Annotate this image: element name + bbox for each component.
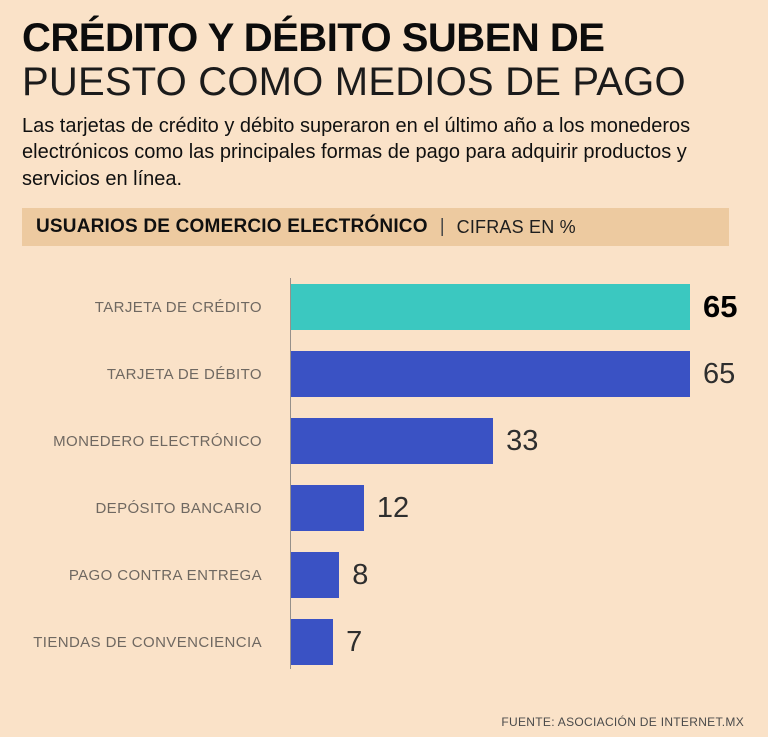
page-title-line2: PUESTO COMO MEDIOS DE PAGO bbox=[22, 60, 686, 104]
chart-rows: TARJETA DE CRÉDITO 65 TARJETA DE DÉBITO 65 M… bbox=[22, 284, 746, 666]
bar-value-label: 65 bbox=[703, 357, 736, 390]
section-header-bar: USUARIOS DE COMERCIO ELECTRÓNICO | CIFRA… bbox=[22, 208, 729, 247]
intro-paragraph: Las tarjetas de crédito y débito superar… bbox=[22, 115, 691, 190]
bar-track: 12 bbox=[276, 485, 746, 532]
infographic-poster: CRÉDITO Y DÉBITO SUBEN DE PUESTO COMO ME… bbox=[0, 0, 768, 737]
bar bbox=[290, 351, 690, 398]
bar-category-label: DEPÓSITO BANCARIO bbox=[95, 499, 262, 517]
chart-row: PAGO CONTRA ENTREGA 8 bbox=[22, 552, 746, 599]
section-separator: | bbox=[439, 216, 445, 238]
chart-row: MONEDERO ELECTRÓNICO 33 bbox=[22, 418, 746, 465]
page-title-line1: CRÉDITO Y DÉBITO SUBEN DE bbox=[22, 16, 605, 60]
bar-category-label: TARJETA DE CRÉDITO bbox=[94, 298, 262, 316]
bar bbox=[290, 485, 364, 532]
bar-track: 8 bbox=[276, 552, 746, 599]
bar-category-label: MONEDERO ELECTRÓNICO bbox=[53, 432, 262, 450]
source-attribution: FUENTE: ASOCIACIÓN DE INTERNET.MX bbox=[501, 715, 744, 729]
bar-track: 33 bbox=[276, 418, 746, 465]
bar-value-label: 8 bbox=[352, 558, 369, 591]
bar-track: 65 bbox=[276, 284, 746, 331]
chart-row: TARJETA DE DÉBITO 65 bbox=[22, 351, 746, 398]
bar-value-label: 65 bbox=[703, 289, 738, 325]
chart-axis-line bbox=[290, 278, 291, 670]
chart-row: TIENDAS DE CONVENCIENCIA 7 bbox=[22, 619, 746, 666]
chart-row: DEPÓSITO BANCARIO 12 bbox=[22, 485, 746, 532]
bar-category-label: TARJETA DE DÉBITO bbox=[106, 365, 262, 383]
bar-track: 7 bbox=[276, 619, 746, 666]
bar bbox=[290, 418, 494, 465]
bar-category-label: TIENDAS DE CONVENCIENCIA bbox=[33, 633, 262, 651]
content-area: CRÉDITO Y DÉBITO SUBEN DE PUESTO COMO ME… bbox=[22, 16, 746, 670]
bar-value-label: 7 bbox=[346, 625, 363, 658]
bar-chart: TARJETA DE CRÉDITO 65 TARJETA DE DÉBITO 65 M… bbox=[22, 278, 746, 670]
bottom-white-strip bbox=[0, 737, 768, 755]
bar-value-label: 12 bbox=[376, 491, 410, 524]
section-unit-label: CIFRAS EN % bbox=[456, 216, 576, 237]
section-title: USUARIOS DE COMERCIO ELECTRÓNICO bbox=[36, 216, 428, 238]
chart-row: TARJETA DE CRÉDITO 65 bbox=[22, 284, 746, 331]
bar-track: 65 bbox=[276, 351, 746, 398]
bar bbox=[290, 552, 340, 599]
bar-category-label: PAGO CONTRA ENTREGA bbox=[68, 566, 262, 584]
bar bbox=[290, 284, 690, 331]
bar-value-label: 33 bbox=[506, 424, 539, 457]
bar bbox=[290, 619, 334, 666]
